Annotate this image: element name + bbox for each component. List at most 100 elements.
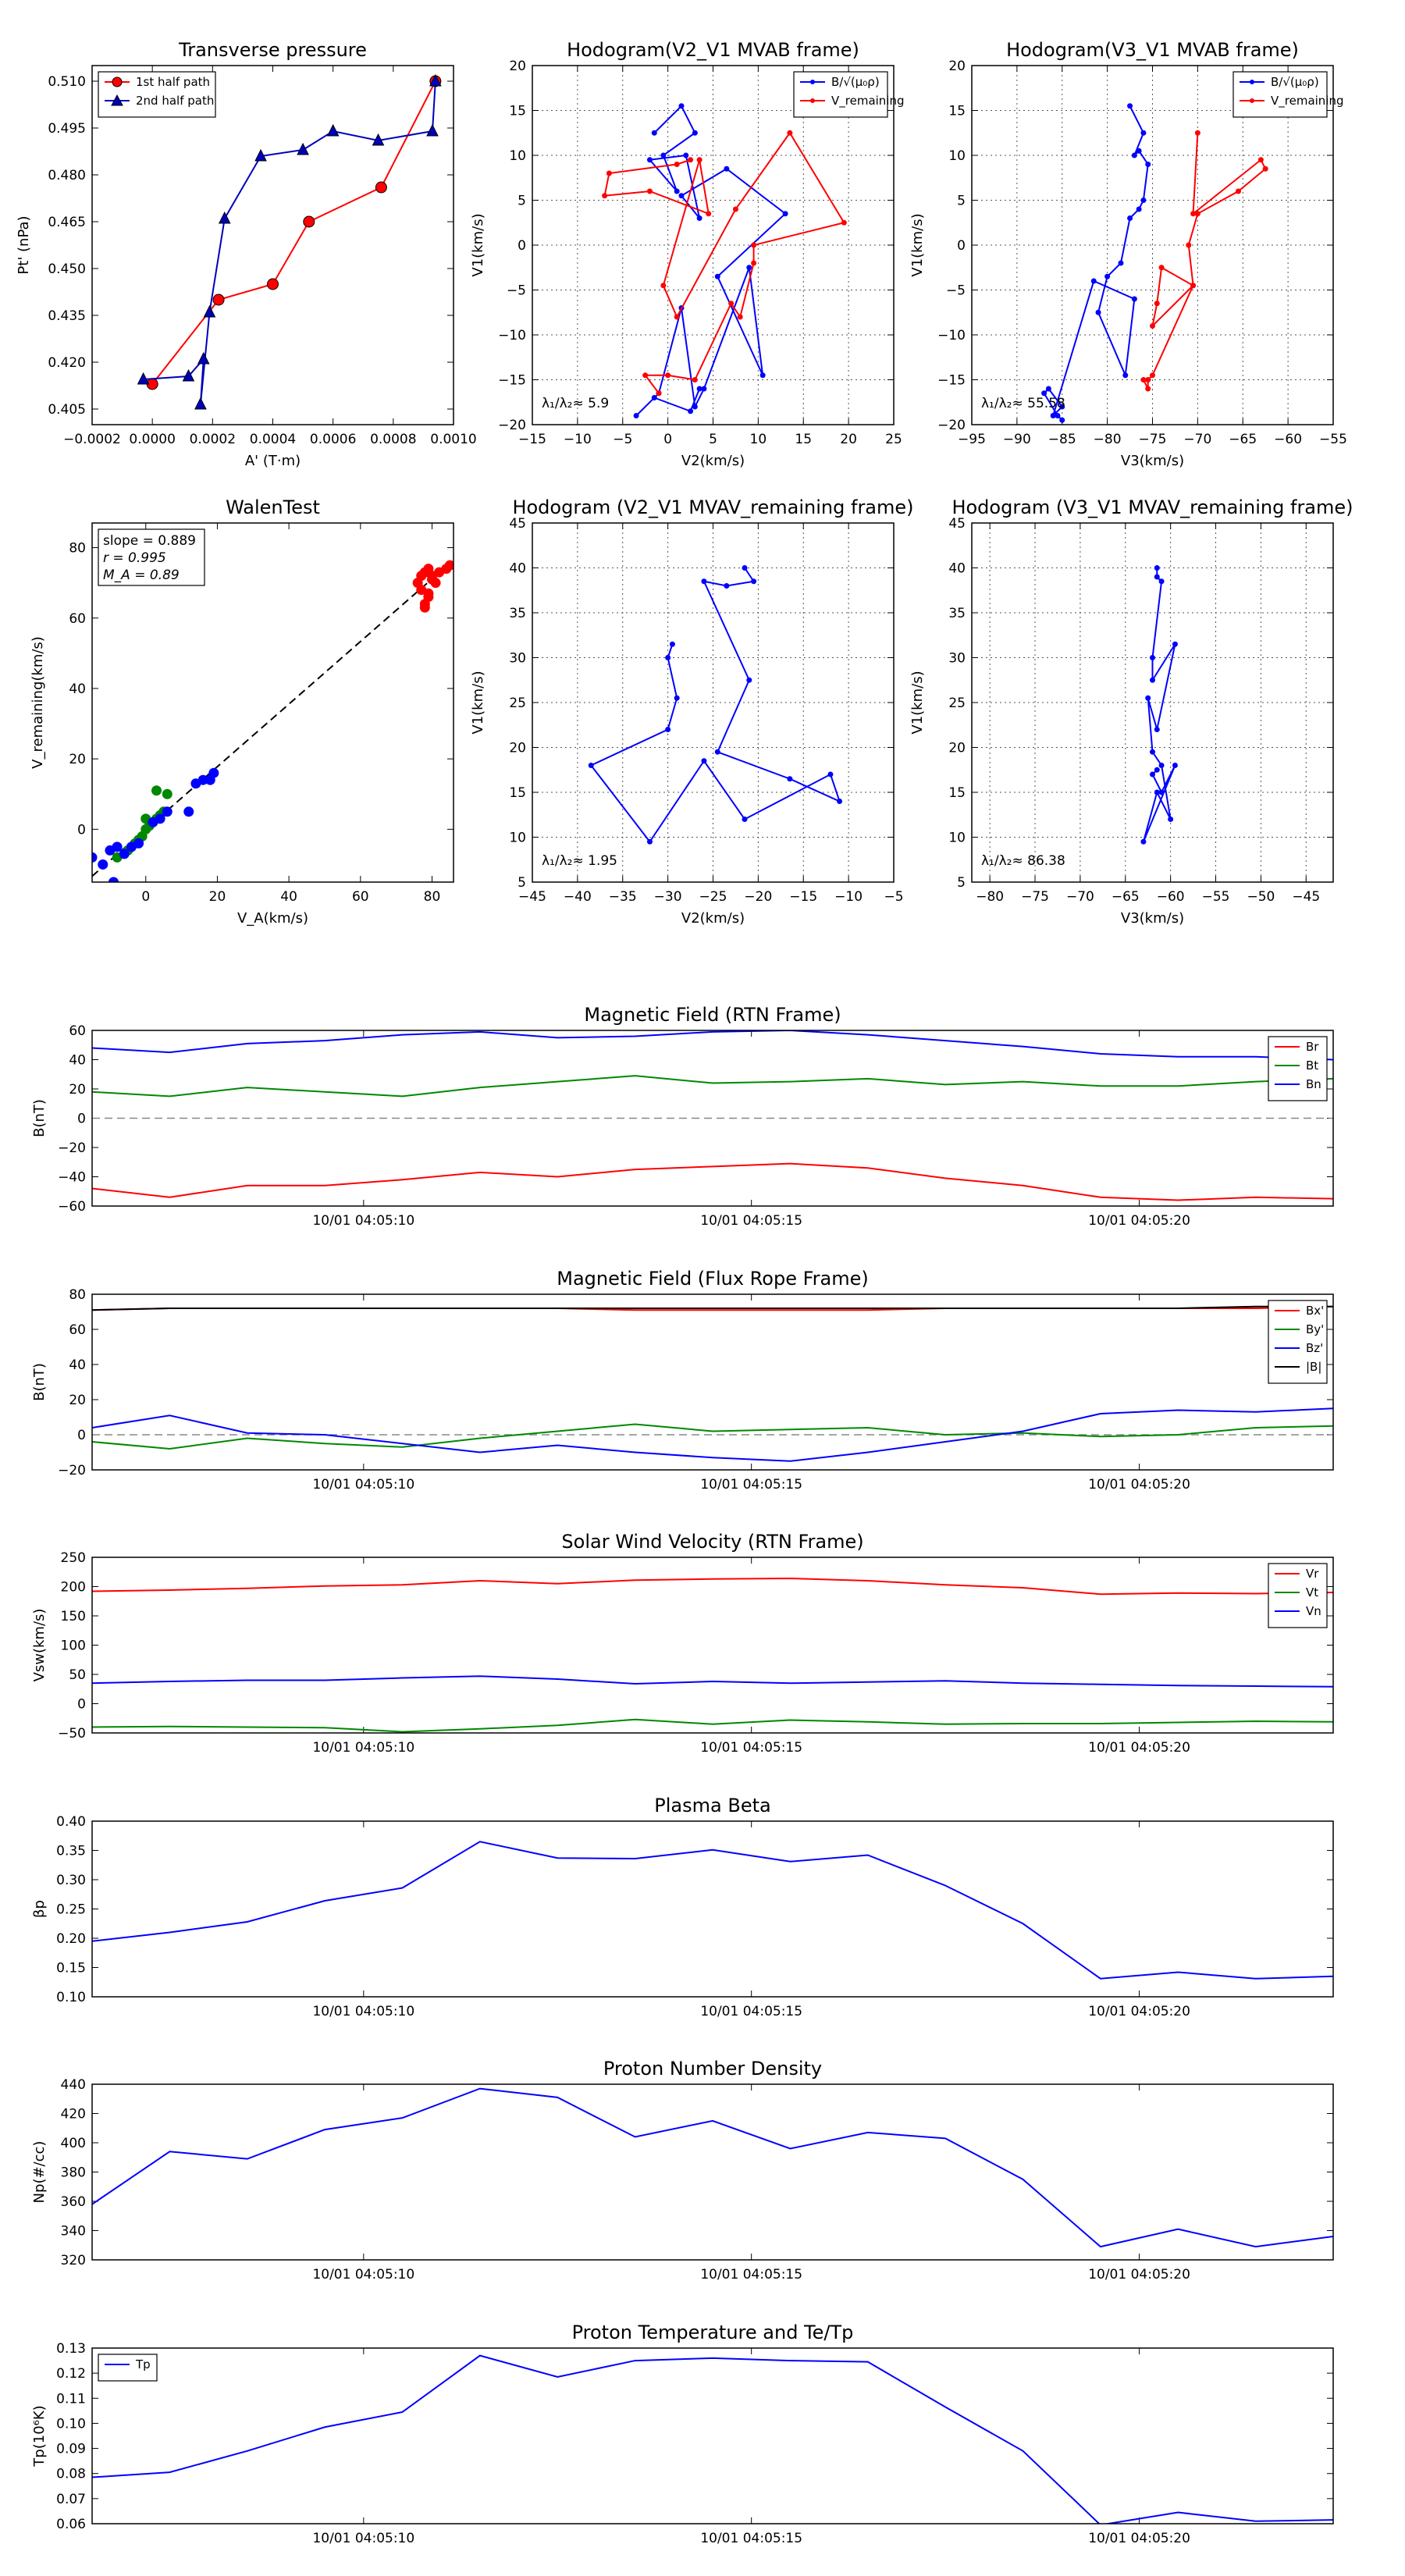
- hodo4-marker: [1154, 727, 1160, 732]
- hodo2-ytick-label: 20: [948, 59, 966, 74]
- chart-beta: Plasma Beta 0.10 0.15 0.20 0.25 0.30 0.35 0.40 1…: [31, 1795, 1334, 2019]
- hodo2-annotation: λ₁/λ₂≈ 55.58: [981, 396, 1065, 411]
- tp-ytick-label: 0.450: [48, 262, 86, 277]
- hodo2-marker: [1154, 301, 1160, 307]
- hodo3-marker: [646, 838, 653, 845]
- tp-ytick-label: 0.510: [48, 74, 86, 90]
- hodo1-ytick-label: 10: [509, 148, 526, 164]
- hodo3-xtick-label: −40: [564, 889, 592, 905]
- vel-ytick-label: 0: [77, 1697, 86, 1713]
- np-ytick-label: 420: [61, 2107, 86, 2122]
- beta-plot-area: [92, 1841, 1333, 1980]
- hodo1-marker: [751, 242, 757, 248]
- hodo3-marker: [665, 727, 671, 732]
- tp_temp-legend-label: Tp: [135, 2357, 151, 2371]
- hodo1-ytick-label: 20: [509, 59, 526, 74]
- walen-point-green: [162, 788, 173, 799]
- hodo3-ytick-label: 45: [509, 516, 526, 532]
- walen-point-blue: [162, 806, 173, 817]
- hodo2-xtick-label: −70: [1183, 432, 1211, 447]
- beta-ytick-label: 0.35: [56, 1844, 86, 1859]
- hodo1-marker: [696, 157, 702, 163]
- hodo1-marker: [602, 193, 608, 199]
- tp-series-line: [151, 80, 436, 385]
- hodo1-title: Hodogram(V2_V1 MVAB frame): [567, 39, 859, 61]
- hodo4-marker: [1150, 771, 1155, 777]
- walen-stats-r: r = 0.995: [103, 550, 166, 566]
- hodo2-ytick-label: 10: [948, 148, 966, 164]
- tp-xtick-label: 0.0004: [250, 432, 296, 447]
- hodo3-ytick-label: 25: [509, 696, 526, 711]
- hodo1-legend-label: V_remaining: [831, 94, 905, 109]
- hodo1-marker: [688, 157, 694, 163]
- hodo1-marker: [688, 408, 694, 415]
- tp_temp-xtick-label: 10/01 04:05:20: [1088, 2531, 1190, 2546]
- mag_rtn-plot-area: [92, 1030, 1333, 1201]
- hodo1-xtick-label: −15: [518, 432, 546, 447]
- hodo1-ytick-label: −20: [498, 418, 526, 433]
- chart-walen: WalenTest 0 20 40 60 80 0 20 40 60 80 V_A(km/s) V_re…: [30, 496, 454, 927]
- tp-marker: [218, 211, 231, 224]
- hodo1-marker: [656, 390, 662, 397]
- walen-ytick-label: 0: [77, 822, 86, 838]
- vel-ytick-label: 150: [61, 1609, 86, 1624]
- mag_fr-ytick-label: 80: [69, 1287, 86, 1303]
- tp-plot-area: [137, 73, 442, 410]
- walen-ytick-label: 40: [69, 681, 86, 697]
- tp-marker: [137, 372, 150, 385]
- hodo1-xtick-label: 15: [795, 432, 812, 447]
- tp_temp-ytick-label: 0.10: [56, 2416, 86, 2432]
- hodo2-marker: [1150, 372, 1155, 379]
- hodo3-xtick-label: −10: [834, 889, 863, 905]
- tp-title: Transverse pressure: [178, 39, 367, 61]
- mag_fr-ytick-label: 20: [69, 1393, 86, 1408]
- hodo2-ytick-label: 5: [957, 194, 966, 209]
- hodo1-marker: [674, 188, 680, 194]
- vel-ytick-label: 250: [61, 1550, 86, 1566]
- tp_temp-legend-box: [98, 2354, 158, 2382]
- hodo2-marker: [1186, 242, 1192, 248]
- tp-xlabel: A' (T·m): [245, 453, 301, 469]
- hodo4-marker: [1158, 789, 1165, 795]
- walen-point-red: [430, 578, 441, 589]
- hodo2-legend-label: V_remaining: [1271, 94, 1344, 109]
- hodo4-frame: [971, 522, 1334, 883]
- vel-ytick-label: 50: [69, 1667, 86, 1683]
- vel-xtick-label: 10/01 04:05:10: [312, 1740, 414, 1756]
- tp-marker: [267, 278, 279, 290]
- mag_rtn-ytick-label: 20: [69, 1082, 86, 1098]
- np-ytick-label: 400: [61, 2136, 86, 2151]
- hodo1-marker: [678, 103, 685, 109]
- hodo4-marker: [1154, 789, 1160, 795]
- mag_rtn-series-Br: [92, 1162, 1333, 1201]
- vel-series-Vt: [92, 1718, 1333, 1733]
- walen-point-red: [444, 560, 454, 571]
- vel-legend-label: Vr: [1306, 1567, 1319, 1581]
- np-frame: [91, 2083, 1334, 2261]
- walen-stats-slope: slope = 0.889: [103, 533, 196, 549]
- tp-legend-marker: [111, 94, 123, 106]
- mag_fr-xtick-label: 10/01 04:05:10: [312, 1477, 414, 1493]
- mag_fr-series-By': [92, 1423, 1333, 1450]
- tp-series-line: [143, 80, 436, 405]
- hodo2-ytick-label: −15: [937, 373, 966, 389]
- mag_fr-legend-label: |B|: [1306, 1360, 1321, 1374]
- hodo3-xlabel: V2(km/s): [681, 910, 745, 927]
- hodo2-marker: [1050, 413, 1056, 418]
- hodo3-ytick-label: 40: [509, 561, 526, 577]
- mag_fr-series-Bz': [92, 1407, 1333, 1462]
- mag_rtn-ytick-label: −40: [58, 1170, 86, 1186]
- hodo2-xtick-label: −55: [1319, 432, 1347, 447]
- hodo1-series-line: [603, 131, 845, 394]
- walen-xtick-label: 80: [424, 889, 441, 905]
- hodo3-marker: [751, 578, 757, 585]
- hodo2-marker: [1145, 162, 1151, 167]
- hodo1-marker: [732, 206, 738, 212]
- beta-series-beta: [92, 1841, 1333, 1980]
- hodo4-xtick-label: −80: [976, 889, 1004, 905]
- hodo4-xtick-label: −75: [1021, 889, 1049, 905]
- tp-ytick-label: 0.435: [48, 308, 86, 324]
- mag_fr-legend-label: By': [1306, 1322, 1324, 1336]
- mag_fr-ytick-label: 40: [69, 1357, 86, 1373]
- hodo2-marker: [1059, 404, 1065, 410]
